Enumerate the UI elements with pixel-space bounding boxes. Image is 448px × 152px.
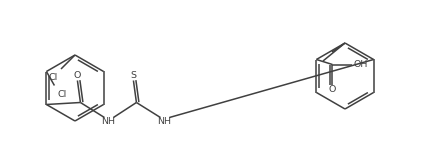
Text: OH: OH bbox=[353, 60, 368, 69]
Text: NH: NH bbox=[157, 117, 172, 126]
Text: O: O bbox=[74, 71, 81, 80]
Text: Cl: Cl bbox=[48, 74, 58, 83]
Text: NH: NH bbox=[101, 117, 116, 126]
Text: O: O bbox=[329, 85, 336, 94]
Text: S: S bbox=[130, 71, 137, 80]
Text: Cl: Cl bbox=[58, 90, 67, 99]
